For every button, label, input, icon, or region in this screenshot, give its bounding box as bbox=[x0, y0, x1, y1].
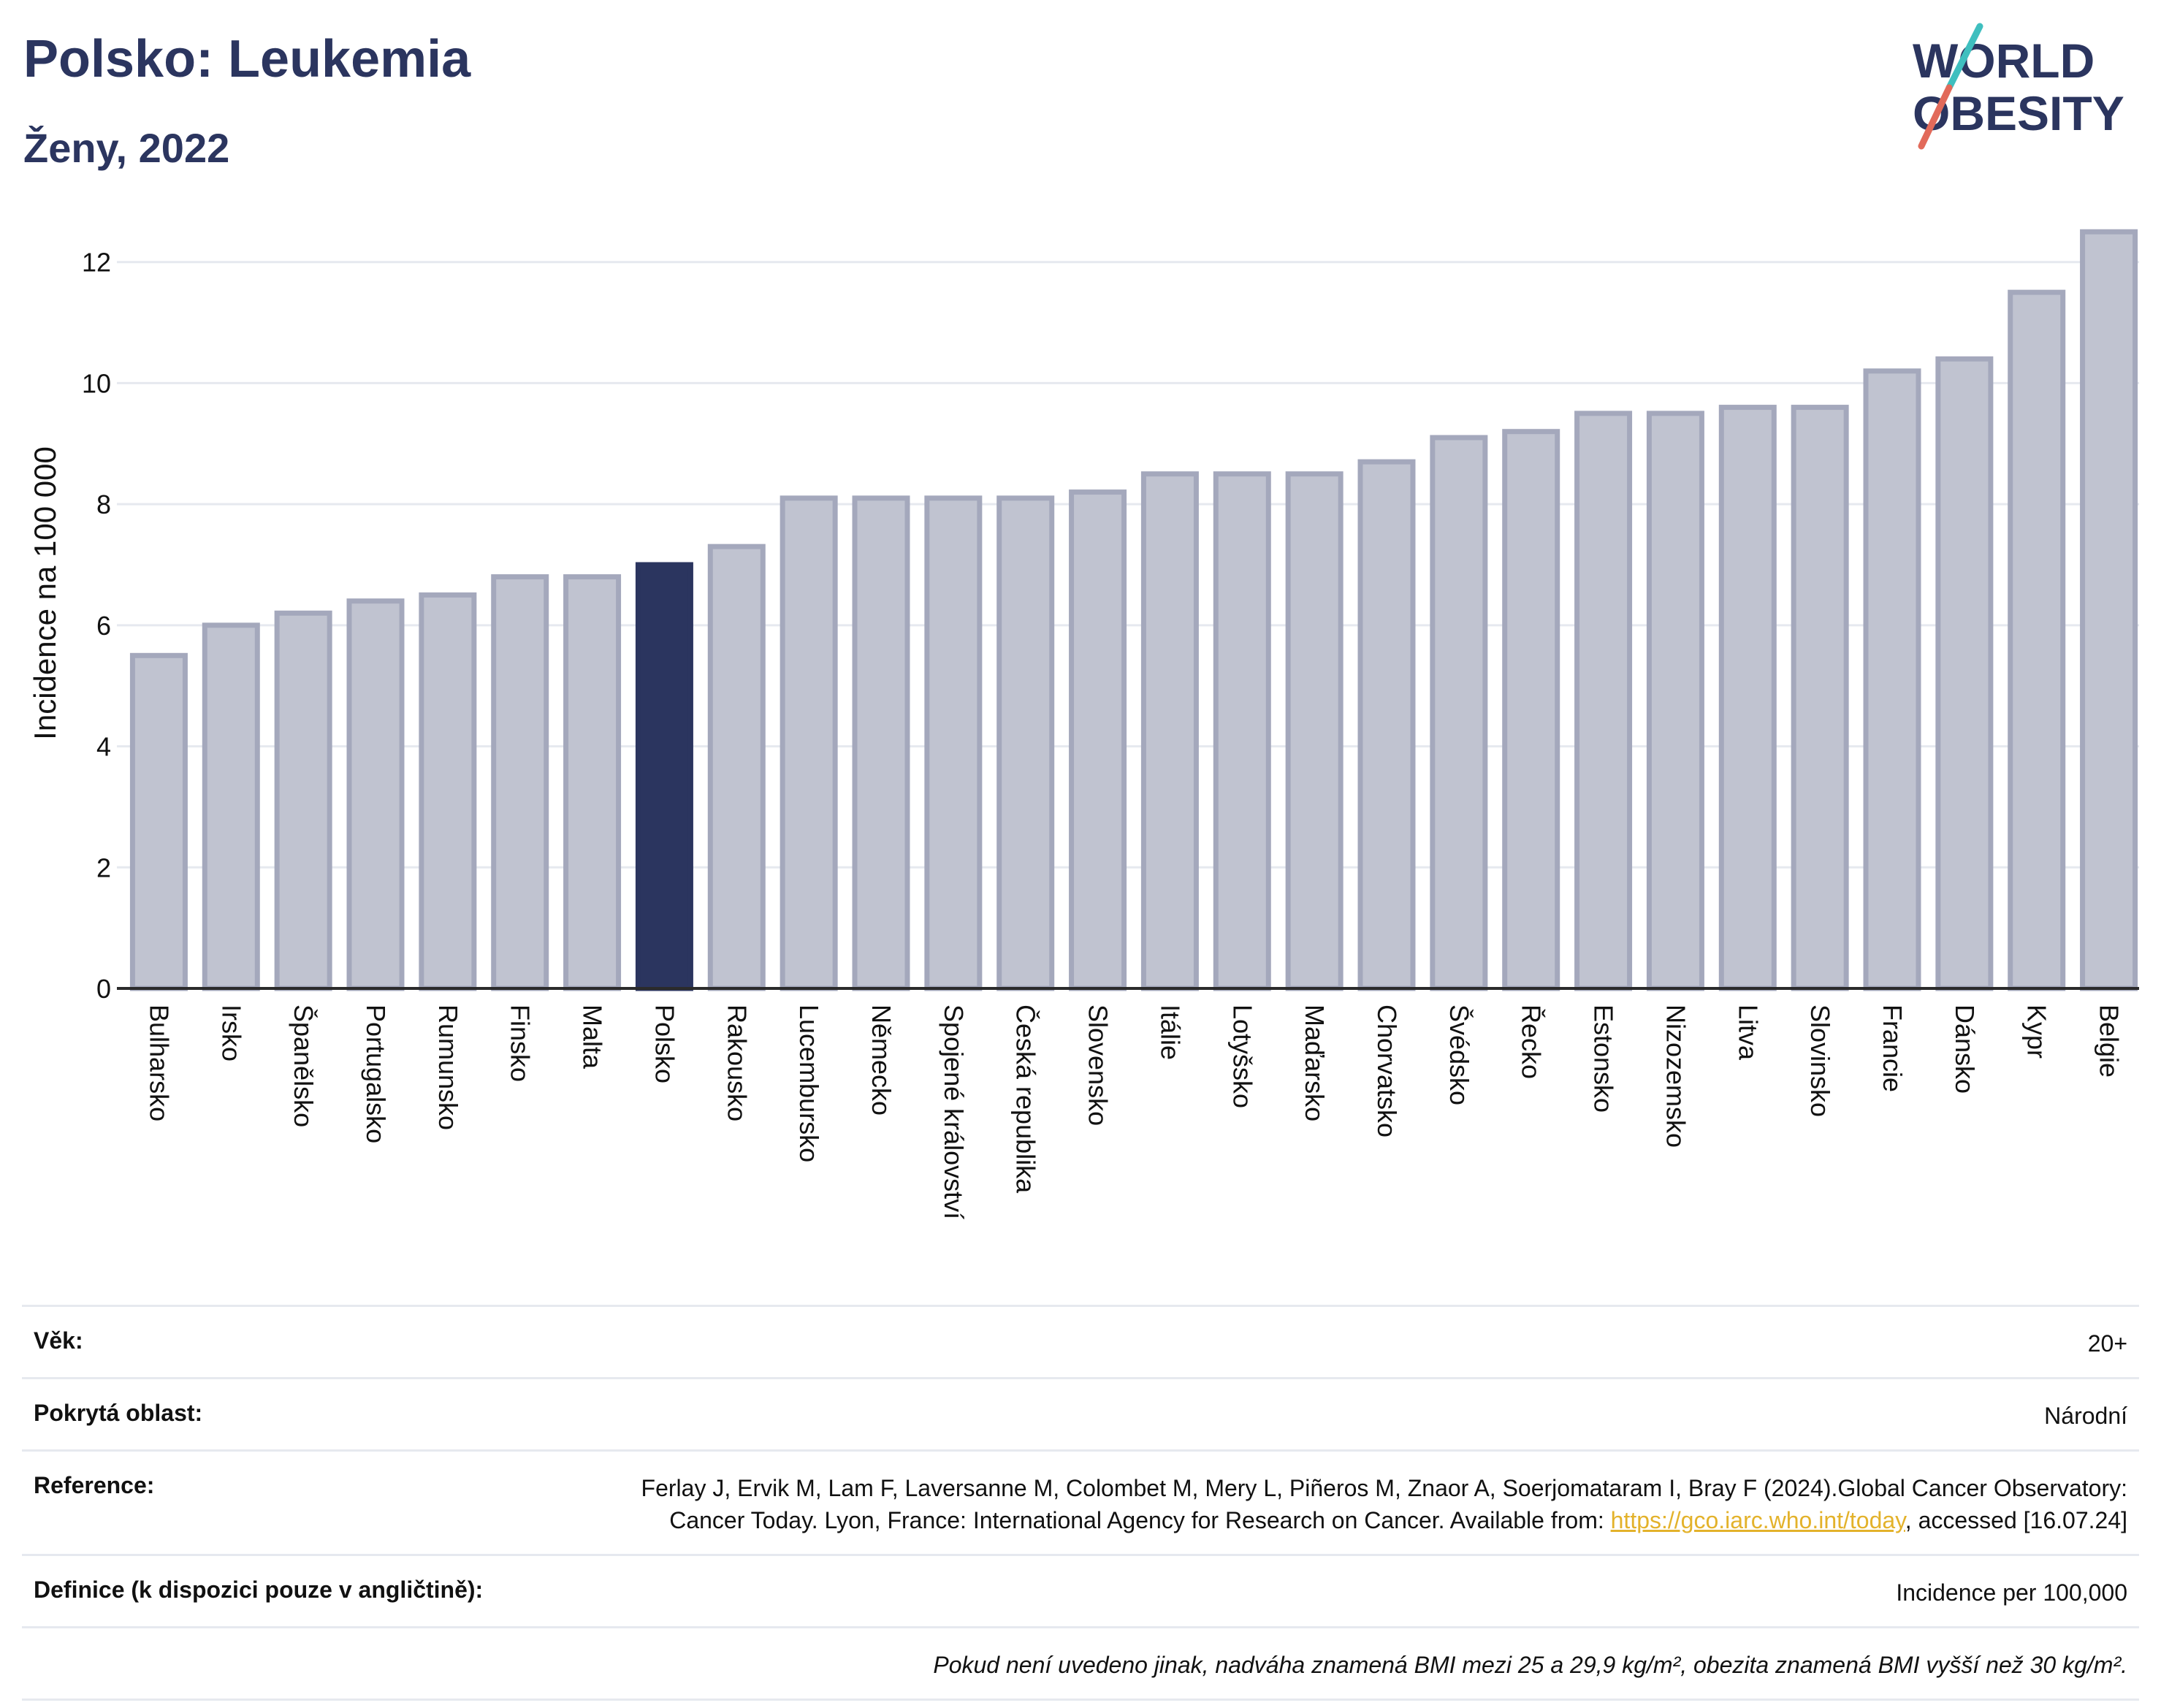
bar-Kypr bbox=[2008, 289, 2066, 991]
bar-Litva bbox=[1718, 405, 1777, 991]
area-value: Národní bbox=[2044, 1403, 2127, 1429]
bar-Portugalsko bbox=[346, 598, 405, 991]
y-tick-label: 0 bbox=[96, 974, 111, 1004]
bar-Itálie bbox=[1140, 471, 1199, 991]
x-tick-label: Francie bbox=[1878, 1004, 1907, 1092]
x-tick-label: Finsko bbox=[506, 1004, 536, 1082]
bar-Lucembursko bbox=[780, 495, 838, 991]
x-tick-label: Litva bbox=[1733, 1004, 1763, 1061]
bar-Irsko bbox=[202, 622, 260, 991]
bar-Bulharsko bbox=[129, 652, 188, 991]
bar-chart: 0 2 4 6 8 10 12 Bulharsko Irsko Španělsko Portuga… bbox=[28, 229, 2139, 1219]
logo-line1: WORLD bbox=[1913, 34, 2095, 88]
page-title: Polsko: Leukemia bbox=[23, 30, 471, 88]
x-tick-label: Řecko bbox=[1517, 1004, 1547, 1079]
x-tick-label: Rumunsko bbox=[433, 1004, 463, 1130]
x-tick-label: Švédsko bbox=[1444, 1004, 1474, 1105]
logo-teal-slash bbox=[1945, 23, 1983, 91]
bar-Slovinsko bbox=[1791, 405, 1849, 991]
x-tick-label: Německo bbox=[866, 1004, 896, 1116]
x-tick-label: Česká republika bbox=[1011, 1004, 1041, 1194]
bar-Řecko bbox=[1502, 429, 1560, 991]
x-tick-label: Lucembursko bbox=[794, 1004, 824, 1162]
bar-Španělsko bbox=[274, 610, 332, 991]
age-value: 20+ bbox=[2087, 1330, 2127, 1357]
y-tick-label: 12 bbox=[82, 248, 111, 278]
info-row-note: Pokud není uvedeno jinak, nadváha znamen… bbox=[22, 1626, 2139, 1701]
x-tick-label: Bulharsko bbox=[144, 1004, 174, 1121]
bar-Nizozemsko bbox=[1646, 411, 1704, 991]
bars bbox=[129, 229, 2138, 991]
page-subtitle: Ženy, 2022 bbox=[23, 125, 230, 171]
reference-link[interactable]: https://gco.iarc.who.int/today bbox=[1610, 1507, 1905, 1533]
x-tick-label: Estonsko bbox=[1589, 1004, 1619, 1113]
definition-label: Definice (k dispozici pouze v angličtině… bbox=[34, 1577, 484, 1603]
y-tick-label: 8 bbox=[96, 489, 111, 519]
bar-Chorvatsko bbox=[1357, 459, 1416, 991]
logo-coral-slash bbox=[1918, 84, 1953, 150]
bar-Estonsko bbox=[1574, 411, 1633, 991]
bar-Belgie bbox=[2080, 229, 2138, 991]
reference-value: Ferlay J, Ervik M, Lam F, Laversanne M, … bbox=[579, 1472, 2127, 1536]
x-tick-label: Itálie bbox=[1155, 1004, 1185, 1060]
x-tick-label: Slovinsko bbox=[1805, 1004, 1835, 1117]
bar-Švédsko bbox=[1430, 435, 1488, 991]
x-tick-label: Portugalsko bbox=[361, 1004, 391, 1143]
bar-Rakousko bbox=[707, 544, 766, 991]
bar-Lotyšsko bbox=[1213, 471, 1271, 991]
bar-Dánsko bbox=[1935, 356, 1994, 991]
info-table: Věk: 20+ Pokrytá oblast: Národní Referen… bbox=[22, 1305, 2139, 1701]
x-tick-label: Slovensko bbox=[1083, 1004, 1113, 1126]
bar-Malta bbox=[563, 574, 622, 991]
bar-Polsko bbox=[635, 562, 693, 991]
x-tick-label: Spojené království bbox=[939, 1004, 969, 1219]
x-tick-labels: Bulharsko Irsko Španělsko Portugalsko Rumuns… bbox=[144, 1004, 2124, 1219]
x-tick-label: Španělsko bbox=[289, 1004, 319, 1127]
x-tick-label: Nizozemsko bbox=[1661, 1004, 1691, 1148]
info-row-area: Pokrytá oblast: Národní bbox=[22, 1377, 2139, 1449]
bar-Francie bbox=[1863, 368, 1921, 991]
y-tick-label: 4 bbox=[96, 732, 111, 762]
bar-Finsko bbox=[491, 574, 549, 991]
world-obesity-logo: WORLD OBESITY bbox=[1913, 23, 2124, 150]
x-tick-label: Rakousko bbox=[722, 1004, 752, 1121]
x-tick-label: Dánsko bbox=[1950, 1004, 1980, 1094]
reference-label: Reference: bbox=[34, 1472, 155, 1498]
y-axis-title: Incidence na 100 000 bbox=[28, 446, 62, 740]
bar-Rumunsko bbox=[419, 592, 477, 991]
info-row-reference: Reference: Ferlay J, Ervik M, Lam F, Lav… bbox=[22, 1449, 2139, 1554]
bar-Spojené království bbox=[924, 495, 983, 991]
x-tick-label: Irsko bbox=[216, 1004, 246, 1061]
age-label: Věk: bbox=[34, 1327, 83, 1354]
reference-suffix: , accessed [16.07.24] bbox=[1905, 1507, 2127, 1533]
x-tick-label: Chorvatsko bbox=[1372, 1004, 1402, 1137]
bar-Česká republika bbox=[996, 495, 1055, 991]
y-tick-label: 6 bbox=[96, 611, 111, 641]
x-tick-label: Kypr bbox=[2022, 1004, 2052, 1059]
y-tick-labels: 0 2 4 6 8 10 12 bbox=[82, 248, 111, 1004]
x-tick-label: Polsko bbox=[649, 1004, 679, 1083]
info-row-definition: Definice (k dispozici pouze v angličtině… bbox=[22, 1554, 2139, 1626]
reference-text: Ferlay J, Ervik M, Lam F, Laversanne M, … bbox=[641, 1475, 2127, 1533]
area-label: Pokrytá oblast: bbox=[34, 1400, 203, 1426]
x-tick-label: Belgie bbox=[2095, 1004, 2124, 1078]
y-tick-label: 10 bbox=[82, 368, 111, 398]
bar-Maďarsko bbox=[1285, 471, 1344, 991]
bar-Německo bbox=[852, 495, 910, 991]
definition-value: Incidence per 100,000 bbox=[1896, 1579, 2127, 1606]
bmi-note: Pokud není uvedeno jinak, nadváha znamen… bbox=[933, 1652, 2127, 1678]
x-tick-label: Maďarsko bbox=[1300, 1004, 1330, 1121]
x-tick-label: Lotyšsko bbox=[1227, 1004, 1257, 1108]
bar-Slovensko bbox=[1069, 489, 1127, 991]
x-tick-label: Malta bbox=[578, 1004, 608, 1070]
info-row-age: Věk: 20+ bbox=[22, 1305, 2139, 1377]
y-tick-label: 2 bbox=[96, 853, 111, 882]
